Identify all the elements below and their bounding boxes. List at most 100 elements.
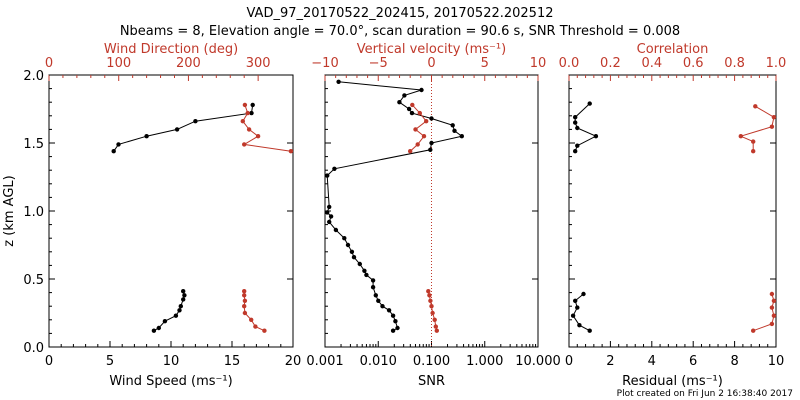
right-black-data-point (573, 120, 578, 125)
right-bottom-axis-label: Residual (ms⁻¹) (622, 374, 723, 389)
left-black-data-point (156, 325, 161, 331)
right-red-data-point (738, 134, 743, 139)
right-red-data-point (769, 291, 775, 297)
middle-bottom-tick-label: 1.000 (466, 354, 503, 369)
middle-red-data-point (429, 304, 434, 309)
middle-red-data-point (426, 289, 431, 294)
left-red-data-point (240, 119, 245, 124)
left-top-axis-label: Wind Direction (deg) (104, 42, 238, 57)
middle-black-data-point (406, 106, 412, 112)
left-black-series-line (113, 104, 254, 152)
right-black-data-point (577, 323, 582, 328)
middle-top-tick-label: 0 (427, 56, 435, 71)
middle-black-data-point (409, 110, 415, 116)
left-bottom-axis-label: Wind Speed (ms⁻¹) (109, 374, 232, 389)
left-black-data-point (116, 142, 121, 147)
middle-black-data-point (373, 293, 378, 298)
middle-red-data-point (433, 324, 438, 329)
middle-bottom-tick-label: 0.010 (360, 354, 397, 369)
left-black-data-point (182, 293, 187, 298)
middle-red-data-point (408, 149, 413, 154)
left-black-data-point (173, 313, 179, 318)
left-black-data-point (151, 328, 157, 333)
middle-black-data-point (390, 313, 396, 318)
middle-black-data-point (336, 79, 341, 85)
middle-black-data-point (327, 219, 332, 225)
middle-black-data-point (362, 268, 367, 273)
chart-subtitle: Nbeams = 8, Elevation angle = 70.0°, sca… (120, 24, 680, 39)
middle-black-data-point (395, 325, 400, 331)
middle-black-data-point (390, 328, 396, 333)
left-panel (48, 74, 294, 348)
right-black-data-point (570, 313, 576, 318)
middle-black-data-point (328, 214, 334, 219)
left-black-data-point (181, 289, 186, 294)
left-red-data-point (242, 304, 247, 309)
left-black-data-point (193, 119, 198, 124)
middle-top-tick-label: −10 (311, 56, 338, 71)
right-red-data-point (751, 328, 756, 333)
middle-black-data-point (419, 87, 424, 93)
y-tick-label: 0.0 (23, 341, 44, 356)
right-top-tick-label: 0.6 (683, 56, 704, 71)
plot-footer: Plot created on Fri Jun 2 16:38:40 2017 (617, 389, 793, 399)
left-plot-frame (48, 74, 294, 348)
middle-bottom-tick-label: 0.100 (413, 354, 450, 369)
middle-red-data-point (417, 110, 422, 116)
left-black-data-point (111, 149, 116, 154)
right-black-data-point (581, 291, 586, 297)
right-red-data-point (769, 321, 775, 327)
left-black-data-point (178, 304, 183, 309)
middle-black-data-point (342, 236, 347, 241)
right-bottom-tick-label: 10 (768, 354, 785, 369)
y-tick-label: 1.5 (23, 137, 44, 152)
right-black-data-point (593, 134, 599, 139)
middle-black-data-point (459, 134, 464, 139)
middle-black-data-point (428, 147, 433, 152)
left-red-data-point (242, 298, 248, 303)
right-red-data-point (771, 313, 777, 318)
right-panel (568, 74, 777, 348)
left-red-data-point (242, 102, 248, 108)
middle-top-tick-label: 5 (481, 56, 489, 71)
middle-black-data-point (349, 249, 355, 254)
left-black-data-point (249, 110, 254, 116)
y-tick-label: 0.5 (23, 273, 44, 288)
right-bottom-tick-label: 6 (689, 354, 697, 369)
right-top-tick-label: 0.4 (641, 56, 662, 71)
middle-black-data-point (351, 255, 357, 260)
left-red-data-point (242, 289, 247, 294)
middle-red-data-point (432, 317, 437, 322)
left-red-data-point (288, 149, 294, 154)
middle-bottom-axis-label: SNR (418, 374, 445, 389)
middle-black-data-point (370, 285, 376, 290)
middle-red-data-point (424, 119, 429, 124)
chart-title: VAD_97_20170522_202415, 20170522.202512 (247, 6, 554, 21)
middle-black-data-point (393, 319, 398, 324)
right-bottom-tick-label: 4 (648, 354, 656, 369)
right-black-data-point (575, 143, 580, 148)
middle-black-data-point (452, 128, 457, 133)
middle-black-data-point (364, 272, 369, 278)
middle-black-data-point (325, 173, 330, 178)
right-black-data-point (587, 328, 592, 333)
right-red-data-point (751, 139, 756, 144)
middle-red-data-point (421, 134, 427, 139)
middle-red-data-point (434, 328, 439, 333)
right-red-data-point (769, 124, 775, 129)
left-black-data-point (181, 297, 186, 302)
right-black-data-point (575, 125, 580, 131)
middle-red-data-point (430, 310, 435, 316)
right-black-data-point (573, 149, 578, 154)
left-bottom-tick-label: 10 (163, 354, 180, 369)
right-red-data-point (753, 104, 758, 109)
left-black-data-point (162, 319, 168, 324)
right-top-tick-label: 0.8 (724, 56, 745, 71)
right-top-tick-label: 0.0 (559, 56, 580, 71)
middle-bottom-tick-label: 10.000 (515, 354, 561, 369)
left-top-tick-label: 200 (176, 56, 201, 71)
right-red-data-point (771, 298, 777, 303)
middle-black-data-point (333, 227, 339, 233)
middle-red-data-point (410, 102, 415, 108)
